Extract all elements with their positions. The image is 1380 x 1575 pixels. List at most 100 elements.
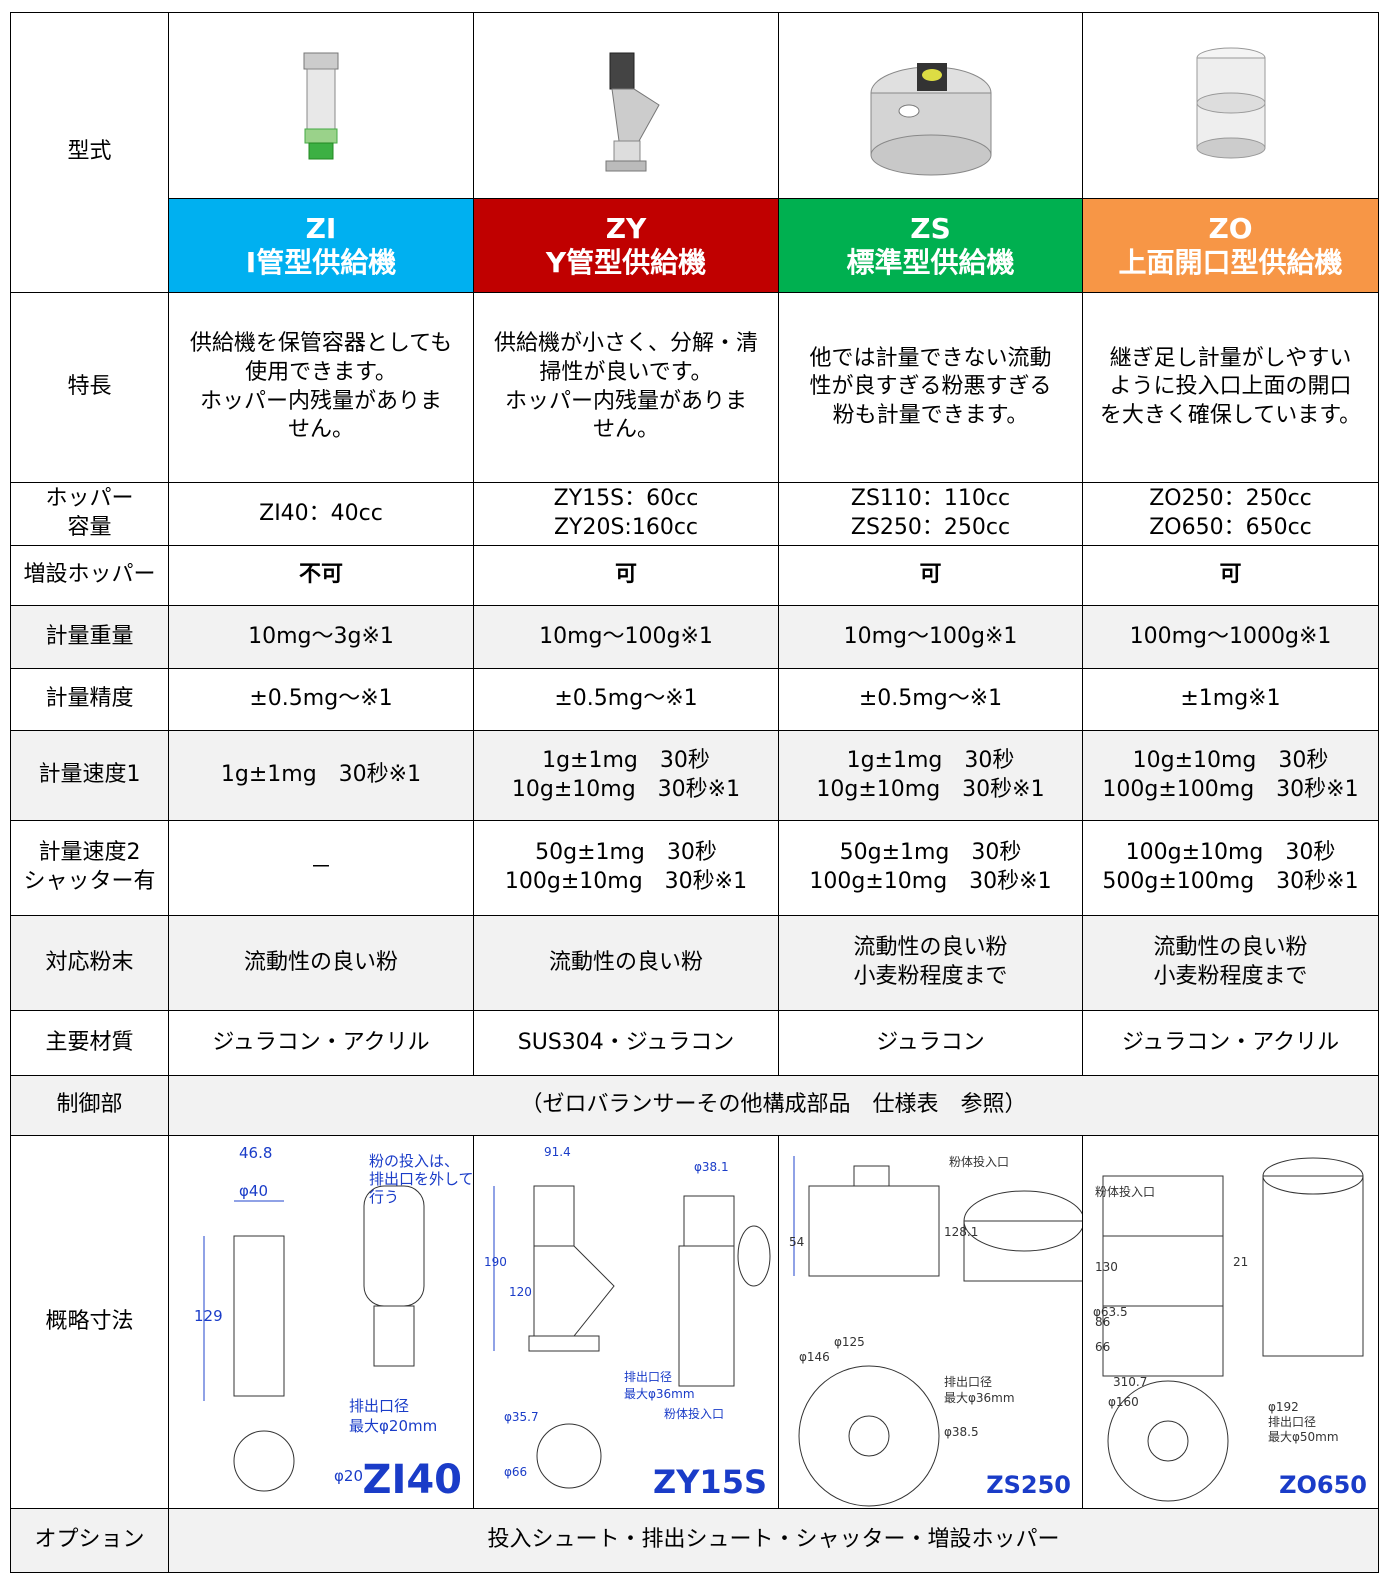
- cell-text: ZS250：250cc: [850, 515, 1011, 540]
- label-text: 主要材質: [45, 1029, 134, 1055]
- spec-cell: 可: [473, 545, 779, 606]
- row-label: 計量重量: [10, 605, 169, 669]
- spec-cell: 10mg～3g※1: [168, 605, 474, 669]
- model-label: ZS250: [986, 1471, 1071, 1499]
- label-text: 計量速度2: [38, 840, 141, 866]
- dimension-note: 66: [1095, 1340, 1110, 1354]
- dimension-note: φ125: [834, 1335, 865, 1349]
- dimension-note: φ146: [799, 1350, 830, 1364]
- model-name: 標準型供給機: [846, 245, 1015, 279]
- model-code: ZI: [305, 211, 337, 245]
- dimension-note: 最大φ50mm: [1268, 1430, 1339, 1444]
- cell-text: ±0.5mg～※1: [554, 686, 698, 712]
- dimension-note: 最大φ36mm: [944, 1391, 1015, 1405]
- illustration: [605, 52, 660, 172]
- cell-text: を大きく確保しています。: [1099, 402, 1362, 428]
- cell-text: 不可: [298, 562, 343, 588]
- cell-text: ZY15S：60cc: [553, 486, 699, 512]
- dimension-note: 最大φ20mm: [349, 1417, 437, 1435]
- dimension-note: 粉体投入口: [1095, 1184, 1155, 1199]
- spec-cell: 流動性の良い粉 小麦粉程度まで: [1082, 915, 1379, 1011]
- label-text: 増設ホッパー: [23, 562, 156, 588]
- label-text: 容量: [67, 515, 112, 540]
- dimension-note: 排出口を外して: [369, 1170, 474, 1188]
- label-text: 対応粉末: [45, 949, 134, 975]
- cell-text: ZO250：250cc: [1149, 486, 1312, 512]
- dimension-note: φ66: [504, 1465, 527, 1479]
- dimension-note: 46.8: [239, 1144, 272, 1162]
- dimension-note: 粉体投入口: [664, 1406, 724, 1421]
- spec-cell: ZS110：110cc ZS250：250cc: [778, 482, 1083, 546]
- cell-text: ±0.5mg～※1: [249, 686, 393, 712]
- cell-text: 掃性が良いです。: [539, 359, 713, 385]
- model-code: ZO: [1208, 211, 1253, 245]
- cell-text: 100mg～1000g※1: [1129, 623, 1332, 649]
- product-image: [778, 12, 1083, 199]
- cell-text: 1g±1mg 30秒: [542, 747, 710, 773]
- row-label: 計量速度1: [10, 730, 169, 821]
- spec-cell: ジュラコン・アクリル: [1082, 1010, 1379, 1076]
- dimension-note: 粉体投入口: [949, 1154, 1009, 1169]
- spec-cell: 継ぎ足し計量がしやすい ように投入口上面の開口 を大きく確保しています。: [1082, 292, 1379, 483]
- spec-cell: 流動性の良い粉: [473, 915, 779, 1011]
- cell-text: ジュラコン・アクリル: [212, 1029, 430, 1055]
- illustration: [870, 63, 992, 176]
- dimension-note: 21: [1233, 1255, 1248, 1269]
- label-text: 計量速度1: [38, 762, 141, 788]
- cell-text: 性が良すぎる粉悪すぎる: [809, 374, 1052, 400]
- spec-cell: 1g±1mg 30秒※1: [168, 730, 474, 821]
- label-text: 計量重量: [45, 623, 134, 649]
- cell-text: 100g±10mg 30秒※1: [809, 869, 1052, 894]
- product-image: [168, 12, 474, 199]
- illustration: [303, 52, 339, 160]
- cell-text: －: [309, 854, 332, 880]
- cell-text: （ゼロバランサーその他構成部品 仕様表 参照）: [520, 1092, 1027, 1118]
- cell-text: SUS304・ジュラコン: [517, 1029, 735, 1055]
- cell-text: 100g±100mg 30秒※1: [1102, 776, 1359, 802]
- cell-text: 10mg～100g※1: [843, 623, 1018, 649]
- spec-cell: ZI40：40cc: [168, 482, 474, 546]
- cell-text: 100g±10mg 30秒: [1125, 840, 1336, 866]
- row-label: 制御部: [10, 1075, 169, 1136]
- cell-text: ジュラコン: [876, 1029, 985, 1055]
- cell-text: ZS110：110cc: [850, 486, 1011, 512]
- product-image: [473, 12, 779, 199]
- cell-text: 他では計量できない流動: [809, 345, 1052, 371]
- dimension-note: φ38.5: [944, 1425, 979, 1439]
- model-header: ZY Y管型供給機: [473, 198, 779, 293]
- row-label: 特長: [10, 292, 169, 483]
- dimension-note: 排出口径: [349, 1397, 409, 1415]
- cell-text: 可: [1219, 562, 1242, 588]
- row-label: 計量精度: [10, 668, 169, 731]
- spec-cell: ±1mg※1: [1082, 668, 1379, 731]
- dimension-drawing: 91.4 φ38.1 190 120 排出口径 最大φ36mm 粉体投入口 φ35.7 φ66 Z…: [473, 1135, 779, 1509]
- dimension-note: 最大φ36mm: [624, 1387, 695, 1401]
- cell-text: ホッパー内残量がありま: [199, 388, 442, 414]
- cell-text: 1g±1mg 30秒: [846, 747, 1015, 773]
- illustration: [1196, 47, 1266, 159]
- spec-cell: 10g±10mg 30秒 100g±100mg 30秒※1: [1082, 730, 1379, 821]
- spec-cell: 50g±1mg 30秒 100g±10mg 30秒※1: [778, 820, 1083, 916]
- cell-text: 1g±1mg 30秒※1: [220, 762, 422, 788]
- cell-text: 500g±100mg 30秒※1: [1102, 869, 1359, 894]
- cell-text: ホッパー内残量がありま: [504, 388, 747, 414]
- row-label: ホッパー 容量: [10, 482, 169, 546]
- spec-cell: 不可: [168, 545, 474, 606]
- cell-text: 10g±10mg 30秒: [1132, 747, 1329, 773]
- cell-text: 使用できます。: [245, 359, 397, 385]
- dimension-note: φ35.7: [504, 1410, 539, 1424]
- dimension-note: φ192: [1268, 1400, 1299, 1414]
- label-text: ホッパー: [45, 486, 134, 512]
- cell-text: せん。: [287, 417, 354, 443]
- cell-text: せん。: [592, 417, 659, 443]
- label-text: 計量精度: [45, 686, 134, 712]
- spec-cell: 供給機が小さく、分解・清 掃性が良いです。 ホッパー内残量がありま せん。: [473, 292, 779, 483]
- model-header: ZO 上面開口型供給機: [1082, 198, 1379, 293]
- dimension-note: 190: [484, 1255, 507, 1269]
- cell-text: 可: [614, 562, 637, 588]
- spec-cell: 可: [778, 545, 1083, 606]
